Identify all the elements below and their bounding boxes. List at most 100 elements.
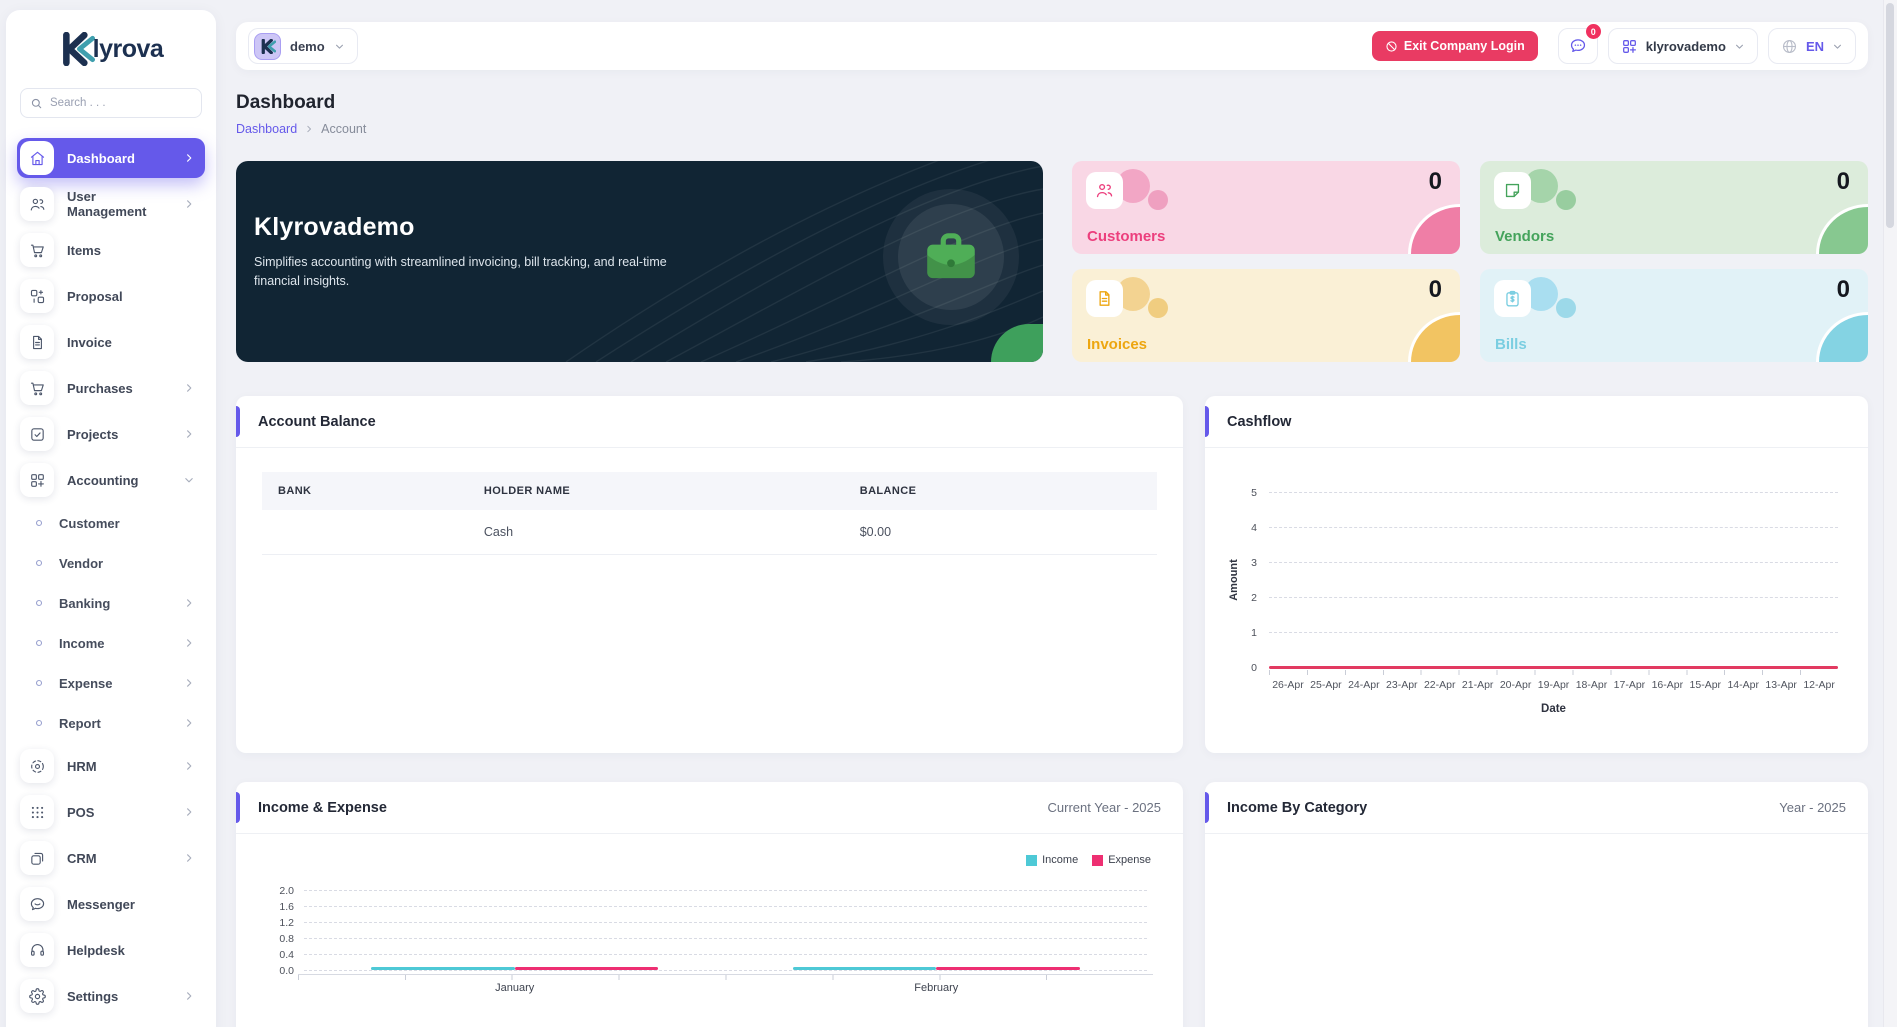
brand-logo[interactable]: lyrova (17, 32, 205, 66)
sidebar-item-vendor[interactable]: Vendor (17, 546, 205, 580)
sidebar-item-projects[interactable]: Projects (17, 414, 205, 454)
briefcase-icon (927, 233, 975, 279)
dot-icon (35, 639, 43, 647)
sidebar-item-label: Accounting (67, 472, 139, 488)
stat-card-bills[interactable]: 0 Bills (1480, 269, 1868, 362)
x-axis-tick-marks (1269, 670, 1838, 675)
sidebar-item-proposal[interactable]: Proposal (17, 276, 205, 316)
dot-icon (35, 719, 43, 727)
x-axis-tick: 17-Apr (1613, 679, 1646, 691)
brand-logo-k-icon (62, 32, 95, 66)
gridline: 4 (1251, 522, 1838, 534)
gridline: 2 (1251, 592, 1838, 604)
decorative-circle (1148, 298, 1168, 318)
stat-card-invoices[interactable]: 0 Invoices (1072, 269, 1460, 362)
home-icon (30, 151, 44, 165)
brand-k-icon (261, 38, 276, 54)
stat-card-vendors[interactable]: 0 Vendors (1480, 161, 1868, 254)
home-icon-box (20, 141, 54, 175)
x-axis-tick: 22-Apr (1423, 679, 1456, 691)
sidebar-item-label: HRM (67, 758, 97, 774)
sidebar-item-label: Expense (59, 675, 113, 691)
stat-card-customers[interactable]: 0 Customers (1072, 161, 1460, 254)
hero-banner: Klyrovademo Simplifies accounting with s… (236, 161, 1043, 362)
sidebar-item-items[interactable]: Items (17, 230, 205, 270)
headset-icon (30, 943, 44, 956)
income-expense-header: Income & Expense Current Year - 2025 (236, 782, 1183, 834)
income-by-category-year-label: Year - 2025 (1779, 800, 1846, 815)
sidebar-item-purchases[interactable]: Purchases (17, 368, 205, 408)
breadcrumb-link-dashboard[interactable]: Dashboard (236, 122, 298, 136)
legend-swatch (1026, 854, 1038, 866)
gridline: 1.2 (279, 917, 1147, 929)
legend-label: Expense (1108, 854, 1151, 866)
gridline: 0.8 (279, 933, 1147, 945)
sidebar-item-dashboard[interactable]: Dashboard (17, 138, 205, 178)
stat-card-label: Customers (1087, 228, 1166, 245)
corner-accent (1816, 204, 1868, 254)
sidebar-item-customer[interactable]: Customer (17, 506, 205, 540)
y-axis-tick: 0.4 (279, 949, 294, 961)
bar-income (371, 967, 515, 970)
sidebar-item-label: Income (59, 635, 105, 651)
sidebar-item-label: Settings (67, 988, 119, 1004)
sidebar-item-invoice[interactable]: Invoice (17, 322, 205, 362)
language-selector[interactable]: EN (1767, 28, 1856, 64)
sidebar-item-messenger[interactable]: Messenger (17, 884, 205, 924)
dot-icon (34, 718, 44, 728)
y-axis-tick: 2.0 (279, 885, 294, 897)
company-selector[interactable]: demo (248, 28, 358, 64)
sidebar-item-label: Customer (59, 515, 120, 531)
decorative-circle (1556, 190, 1576, 210)
sidebar-item-user-management[interactable]: User Management (17, 184, 205, 224)
sidebar-item-accounting[interactable]: Accounting (17, 460, 205, 500)
search-input[interactable] (50, 97, 192, 109)
scrollbar (1883, 0, 1897, 1027)
sidebar-search (20, 88, 202, 118)
x-axis-category: February (914, 982, 959, 994)
gear-icon (28, 987, 46, 1005)
dot-icon (34, 678, 44, 688)
cashflow-header: Cashflow (1205, 396, 1868, 448)
y-axis-tick: 3 (1251, 557, 1257, 569)
chevron-right-icon (187, 992, 192, 1000)
hero-art (883, 189, 1019, 325)
scrollbar-thumb[interactable] (1886, 3, 1894, 228)
sidebar-item-label: Dashboard (67, 150, 135, 166)
chevron-down-icon (1834, 44, 1841, 49)
gridline: 5 (1251, 487, 1838, 499)
sidebar-item-banking[interactable]: Banking (17, 586, 205, 620)
sidebar-item-report[interactable]: Report (17, 706, 205, 740)
notifications-button[interactable]: 0 (1557, 24, 1601, 64)
chevron-down-icon (185, 478, 193, 483)
x-axis-tick: 12-Apr (1803, 679, 1835, 691)
sidebar-item-hrm[interactable]: HRM (17, 746, 205, 786)
topbar: demo Exit Company Login 0 klyrovademo EN (236, 22, 1868, 70)
x-axis-tick: 24-Apr (1348, 679, 1380, 691)
exit-company-login-button[interactable]: Exit Company Login (1371, 31, 1538, 61)
sidebar-item-crm[interactable]: CRM (17, 838, 205, 878)
dot-icon (35, 559, 43, 567)
chevron-right-icon (187, 762, 192, 770)
chevron-down-icon (1735, 44, 1743, 49)
sidebar-item-label: Invoice (67, 334, 112, 350)
sidebar-item-expense[interactable]: Expense (17, 666, 205, 700)
chat-notification-icon (1570, 39, 1585, 53)
income-by-category-title: Income By Category (1227, 799, 1368, 816)
file-icon-box (20, 325, 54, 359)
sidebar-item-settings[interactable]: Settings (17, 976, 205, 1016)
proposal-icon (30, 289, 44, 303)
hero-content: Klyrovademo Simplifies accounting with s… (236, 161, 716, 292)
sidebar-item-helpdesk[interactable]: Helpdesk (17, 930, 205, 970)
sidebar-item-income[interactable]: Income (17, 626, 205, 660)
legend-swatch (1092, 854, 1104, 866)
user-menu[interactable]: klyrovademo (1607, 28, 1758, 64)
corner-accent (1816, 312, 1868, 362)
sidebar-item-pos[interactable]: POS (17, 792, 205, 832)
gridline: 1.6 (279, 901, 1147, 913)
x-axis-tick: 15-Apr (1689, 679, 1722, 691)
page-head: Dashboard Dashboard Account (236, 92, 366, 136)
sidebar-item-label: Messenger (67, 896, 135, 912)
sidebar-item-label: Items (67, 242, 101, 258)
bar-income (792, 967, 937, 970)
